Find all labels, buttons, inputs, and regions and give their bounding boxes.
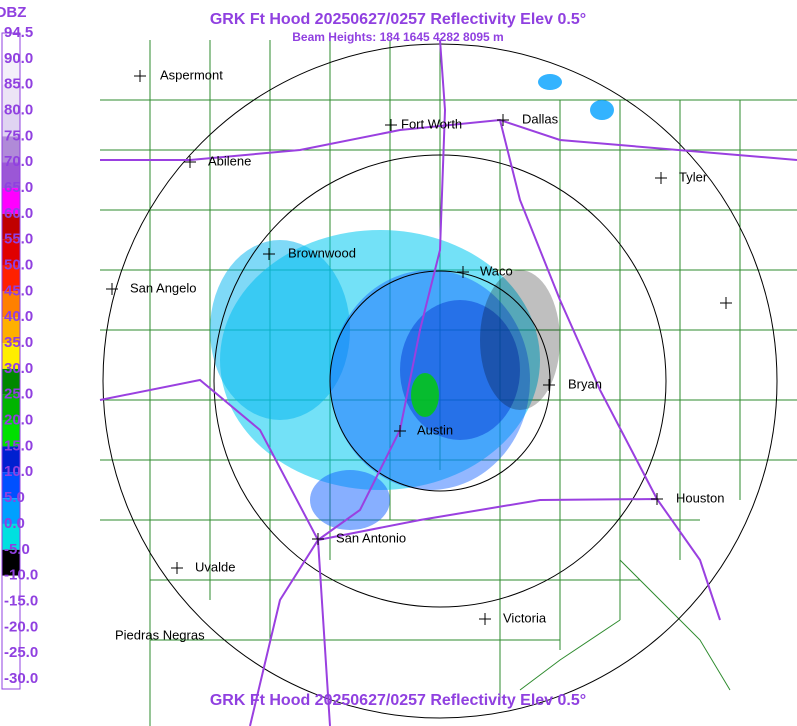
city-label: Brownwood [288, 245, 356, 260]
legend-swatch [2, 162, 20, 189]
legend-swatch [2, 343, 20, 369]
legend-label: 80.0 [4, 101, 33, 118]
city-label: Dallas [522, 111, 559, 126]
city-cross [655, 172, 667, 184]
legend-label: -30.0 [4, 670, 38, 687]
unlabeled-city [720, 297, 732, 309]
city-cross [543, 379, 555, 391]
legend-label: 65.0 [4, 179, 33, 196]
city-cross [171, 562, 183, 574]
legend-label: 75.0 [4, 127, 33, 144]
legend-label: -5.0 [4, 541, 30, 558]
legend-label: 15.0 [4, 437, 33, 454]
legend-swatch [2, 33, 20, 59]
city-cross [479, 613, 491, 625]
legend-label: 60.0 [4, 205, 33, 222]
city-cross [497, 114, 509, 126]
legend-label: -15.0 [4, 592, 38, 609]
legend-label: 35.0 [4, 334, 33, 351]
city-label: Uvalde [195, 559, 235, 574]
city-cross [457, 266, 469, 278]
legend-swatch [2, 627, 20, 654]
legend-swatch [2, 188, 20, 214]
legend-swatch [2, 136, 20, 163]
legend-label: 70.0 [4, 153, 33, 170]
city-cross [385, 119, 397, 131]
legend-label: 40.0 [4, 308, 33, 325]
city-cross [394, 425, 406, 437]
title: GRK Ft Hood 20250627/0257 Reflectivity E… [210, 11, 586, 28]
legend-swatch [2, 394, 20, 421]
footer-title: GRK Ft Hood 20250627/0257 Reflectivity E… [210, 692, 586, 709]
city-label: San Antonio [336, 530, 406, 545]
legend-label: 94.5 [4, 24, 33, 41]
city-label: Aspermont [160, 67, 223, 82]
legend-label: 55.0 [4, 231, 33, 248]
color-legend: DBZ 94.5 90.0 85.0 80.0 75.0 70.0 65.0 60.0 55.0… [0, 4, 38, 690]
legend-label: -25.0 [4, 644, 38, 661]
city-cross [134, 70, 146, 82]
legend-swatch [2, 239, 20, 266]
radar-echoes [210, 74, 614, 530]
city-label: Waco [480, 263, 513, 278]
legend-swatch [2, 523, 20, 550]
legend-swatch [2, 420, 20, 447]
legend-label: 90.0 [4, 50, 33, 67]
legend-label: 85.0 [4, 76, 33, 93]
legend-label: 10.0 [4, 463, 33, 480]
legend-swatch [2, 498, 20, 524]
city-cross [651, 493, 663, 505]
legend-swatch [2, 472, 20, 499]
city-label: Tyler [679, 169, 708, 184]
legend-swatch [2, 265, 20, 292]
legend-swatch [2, 575, 20, 602]
city-label: Piedras Negras [115, 627, 205, 642]
legend-swatch [2, 653, 20, 679]
subtitle: Beam Heights: 184 1645 4282 8095 m [292, 30, 503, 44]
legend-label: 0.0 [4, 515, 25, 532]
legend-swatch [2, 291, 20, 318]
city-label: Bryan [568, 376, 602, 391]
city-label: Austin [417, 422, 453, 437]
legend-title: DBZ [0, 4, 26, 21]
city-cross [106, 283, 118, 295]
city-label: San Angelo [130, 280, 197, 295]
city-label: Houston [676, 490, 724, 505]
legend-label: -20.0 [4, 618, 38, 635]
legend-swatch [2, 368, 20, 395]
city-cross [312, 533, 324, 545]
legend-swatch [2, 446, 20, 473]
legend-swatch [2, 84, 20, 111]
legend-label: 30.0 [4, 360, 33, 377]
legend-swatch [2, 58, 20, 85]
legend-swatch [2, 549, 20, 576]
legend-swatch [2, 110, 20, 137]
legend-swatch [2, 601, 20, 628]
city-label: Abilene [208, 153, 251, 168]
city-cross [184, 156, 196, 168]
legend-swatch [2, 213, 20, 240]
city-label: Fort Worth [401, 116, 462, 131]
city-cross [263, 248, 275, 260]
legend-label: 25.0 [4, 386, 33, 403]
legend-swatch [2, 317, 20, 344]
legend-label: 20.0 [4, 412, 33, 429]
legend-frame [1, 32, 21, 690]
legend-label: 5.0 [4, 489, 25, 506]
legend-label: 50.0 [4, 257, 33, 274]
legend-label: -10.0 [4, 567, 38, 584]
legend-label: 45.0 [4, 282, 33, 299]
city-label: Victoria [503, 610, 547, 625]
city-markers: Aspermont Fort Worth Dallas Abilene Tyler Bro… [106, 67, 724, 642]
